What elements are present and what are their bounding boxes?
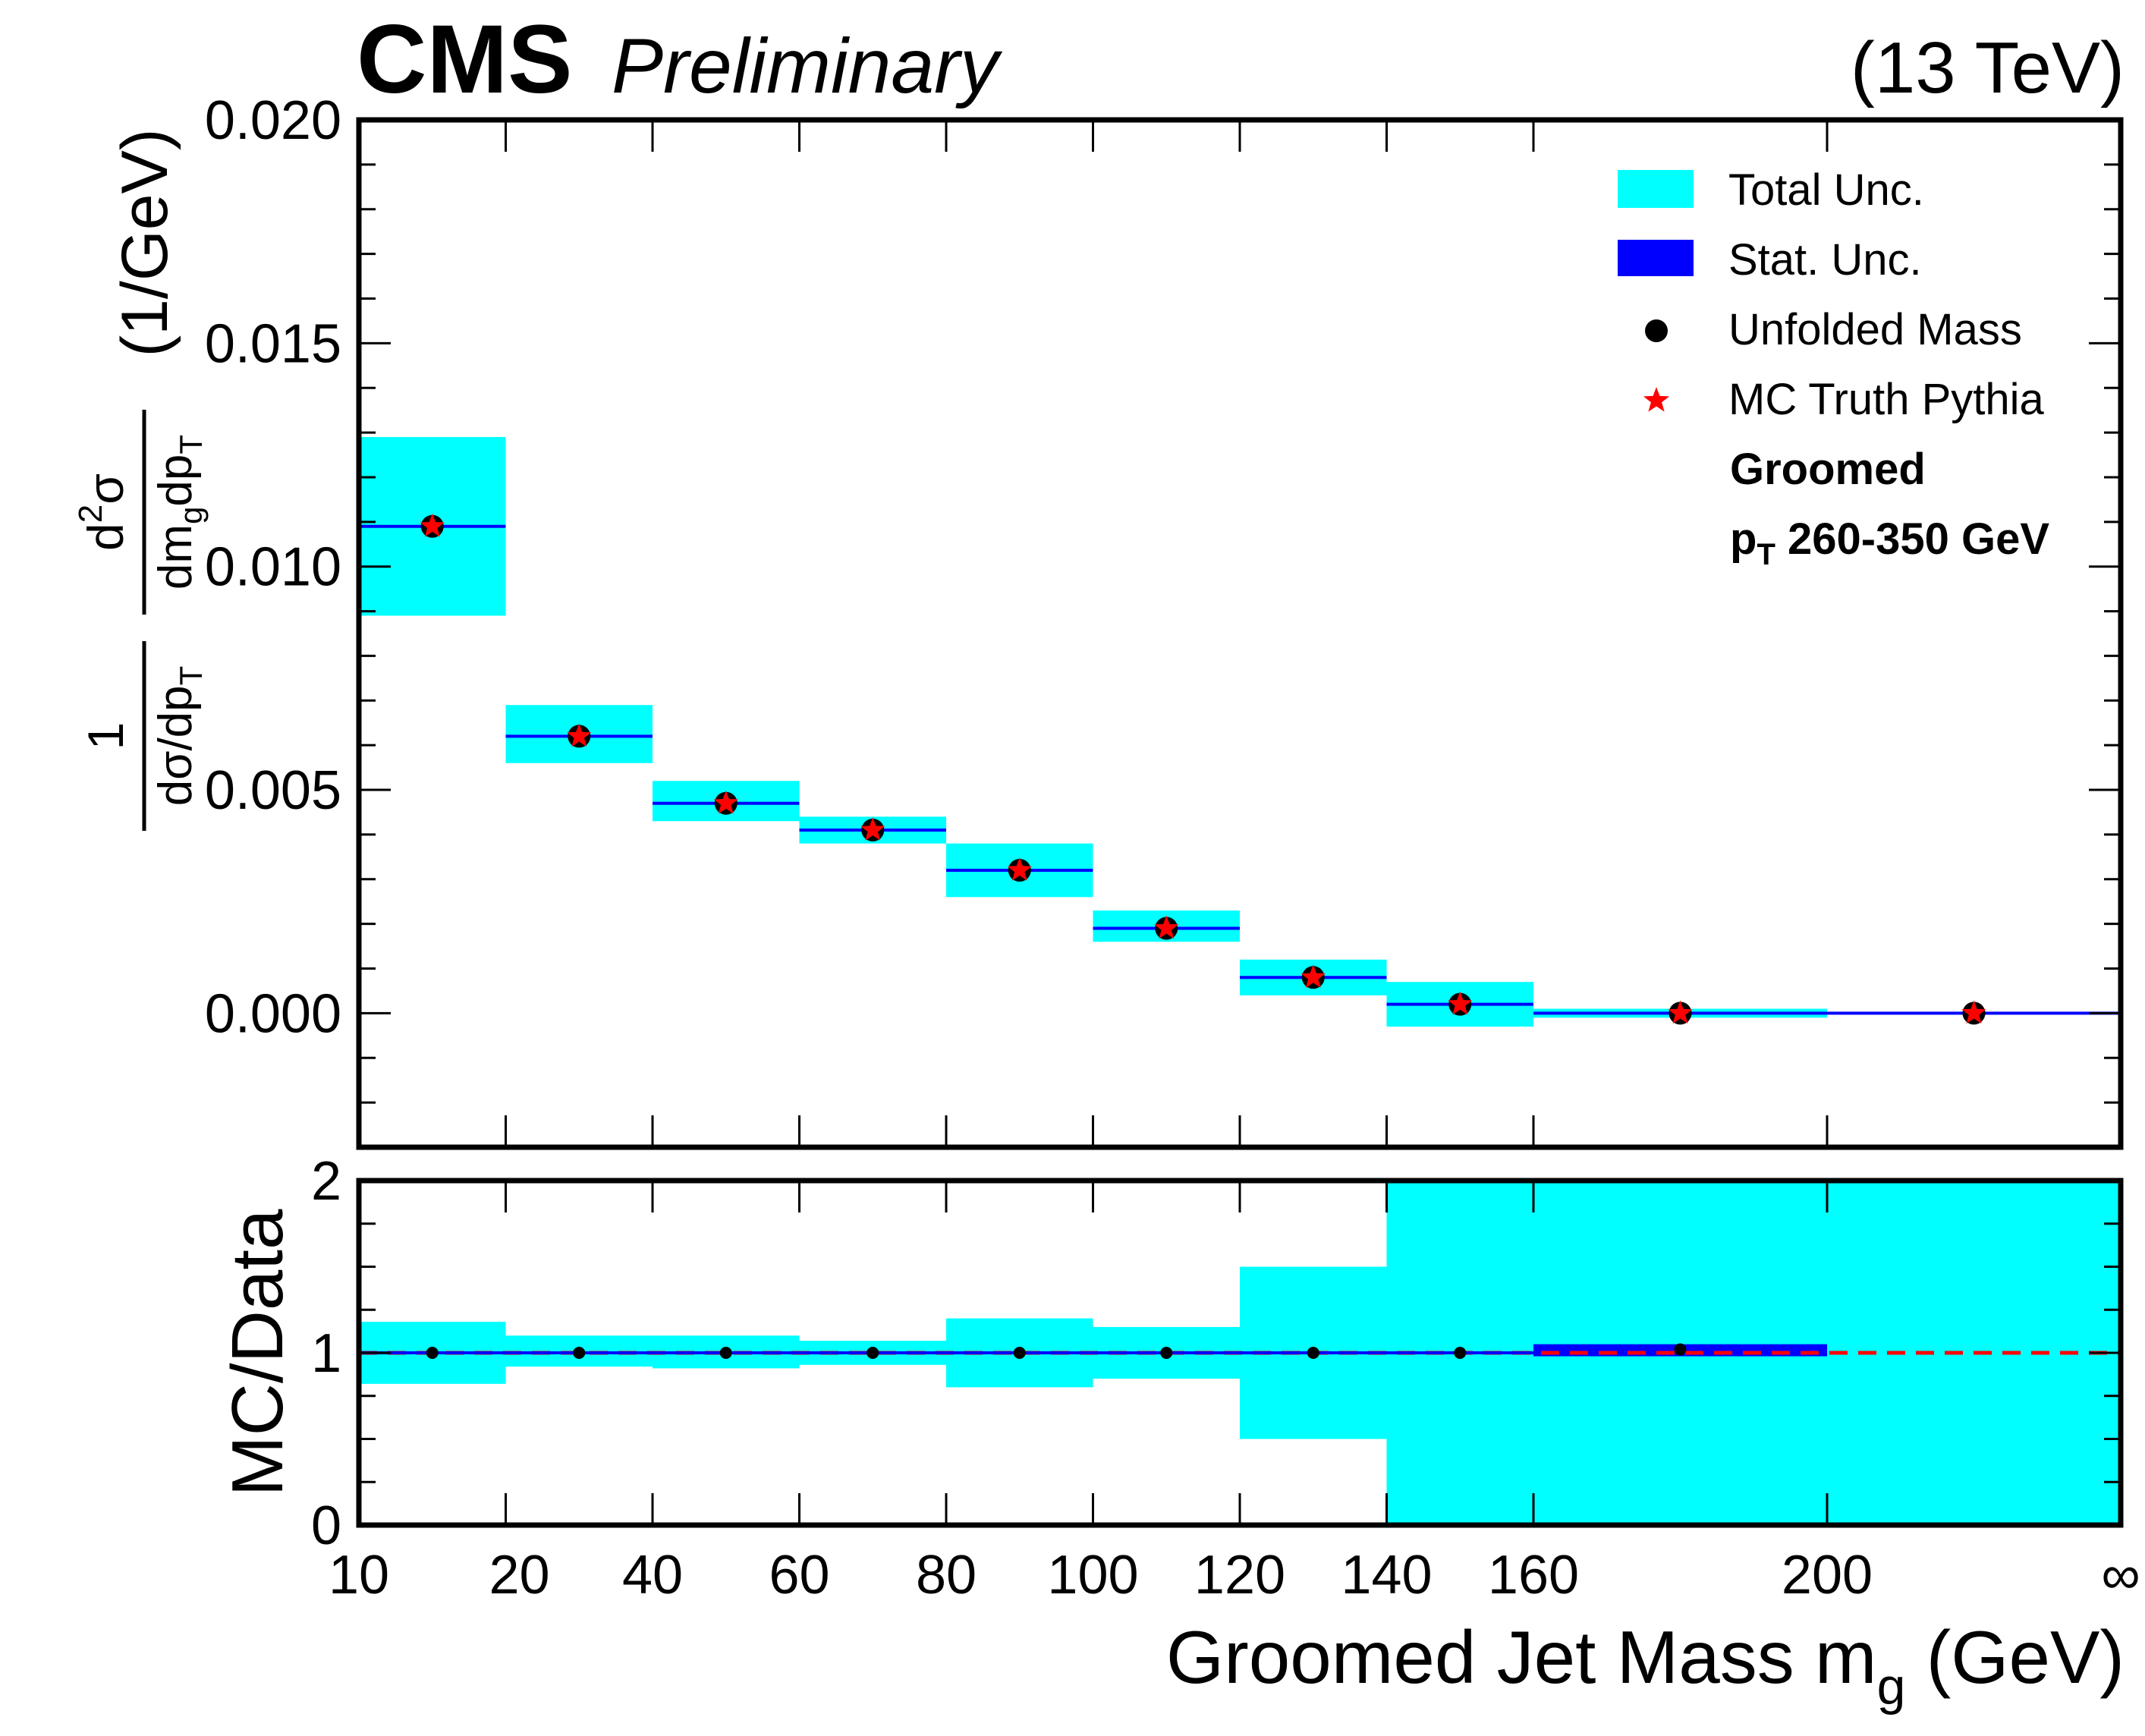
ratio-ytick-label-2: 2 (311, 1151, 341, 1212)
xtick-label-8: 160 (1488, 1545, 1579, 1605)
xtick-label-3: 60 (769, 1545, 829, 1605)
ratio-point-8 (1674, 1343, 1687, 1356)
ylabel-frac1-den: dσ/dpT (149, 666, 209, 807)
top-panel: 0.000 0.005 0.010 0.015 0.020 (205, 90, 2124, 1150)
x-axis-label: Groomed Jet Mass mg (GeV) (1166, 1615, 2125, 1716)
ratio-ytick-label-1: 1 (311, 1323, 341, 1384)
top-frame (356, 117, 2124, 1150)
mc-truth-point-3 (860, 817, 885, 841)
ratio-y-axis-label: MC/Data (217, 1209, 298, 1496)
ratio-panel: 0 1 2 10 20 40 60 80 100 120 140 160 200 ∞ (311, 1151, 2140, 1605)
top-markers (420, 513, 1986, 1025)
ylabel-unit: (1/GeV) (109, 128, 181, 357)
legend-mc-truth-marker (1643, 387, 1670, 412)
xtick-label-2: 40 (622, 1545, 683, 1605)
legend-stat-unc-swatch (1618, 240, 1694, 276)
ratio-point-2 (719, 1347, 732, 1359)
ylabel-frac2-den: dmgdpT (149, 435, 209, 590)
mc-truth-point-6 (1301, 964, 1326, 988)
legend-total-unc-label: Total Unc. (1728, 165, 1924, 215)
mc-truth-point-8 (1668, 1000, 1693, 1024)
top-y-tick-labels: 0.000 0.005 0.010 0.015 0.020 (205, 90, 341, 1044)
ratio-markers (426, 1343, 1687, 1359)
xtick-label-7: 140 (1341, 1545, 1432, 1605)
xtick-label-5: 100 (1047, 1545, 1138, 1605)
xtick-label-4: 80 (916, 1545, 977, 1605)
ratio-point-4 (1013, 1347, 1026, 1359)
legend-unfolded-mass-marker (1645, 319, 1668, 342)
top-ytick-label-0: 0.000 (205, 983, 341, 1044)
xtick-label-6: 120 (1194, 1545, 1285, 1605)
mc-truth-point-1 (567, 723, 592, 747)
legend-unfolded-mass-label: Unfolded Mass (1728, 305, 2022, 354)
legend-mc-truth-label: MC Truth Pythia (1728, 375, 2045, 424)
mc-truth-point-5 (1154, 915, 1179, 939)
xtick-label-0: 10 (329, 1545, 389, 1605)
top-ytick-label-3: 0.015 (205, 313, 341, 374)
ratio-y-tick-labels: 0 1 2 (311, 1151, 341, 1556)
legend-stat-unc-label: Stat. Unc. (1728, 235, 1922, 285)
ratio-point-5 (1160, 1347, 1173, 1359)
ratio-point-7 (1454, 1347, 1467, 1359)
legend-total-unc-swatch (1618, 170, 1694, 208)
experiment-label: CMS (357, 5, 572, 114)
ratio-point-1 (573, 1347, 586, 1359)
mc-truth-point-9 (1961, 1000, 1986, 1024)
legend-note-groomed: Groomed (1730, 445, 1926, 494)
x-tick-labels: 10 20 40 60 80 100 120 140 160 200 ∞ (329, 1545, 2140, 1605)
top-y-axis-label: 1 dσ/dpT d2σ dmgdpT (1/GeV) (72, 128, 209, 831)
ylabel-frac1-num: 1 (77, 722, 134, 750)
mc-truth-point-0 (420, 513, 445, 537)
status-label: Preliminary (612, 23, 1003, 109)
top-ytick-label-4: 0.020 (205, 90, 341, 151)
ratio-ytick-label-0: 0 (311, 1495, 341, 1556)
ratio-point-0 (426, 1347, 439, 1359)
ratio-frame (356, 1178, 2124, 1528)
legend-note-pt-range: pT 260-350 GeV (1730, 514, 2049, 571)
mc-truth-point-7 (1448, 991, 1473, 1015)
top-ytick-label-1: 0.005 (205, 760, 341, 821)
mc-truth-point-2 (713, 790, 738, 814)
top-ytick-label-2: 0.010 (205, 537, 341, 598)
ratio-point-3 (866, 1347, 879, 1359)
legend: Total Unc. Stat. Unc. Unfolded Mass MC T… (1618, 165, 2049, 571)
ratio-point-6 (1307, 1347, 1319, 1359)
xtick-label-9: 200 (1782, 1545, 1873, 1605)
xtick-label-10: ∞ (2101, 1545, 2140, 1605)
energy-label: (13 TeV) (1851, 27, 2125, 108)
mc-truth-point-4 (1007, 857, 1032, 881)
xtick-label-1: 20 (489, 1545, 550, 1605)
ylabel-frac2-num: d2σ (72, 473, 134, 551)
